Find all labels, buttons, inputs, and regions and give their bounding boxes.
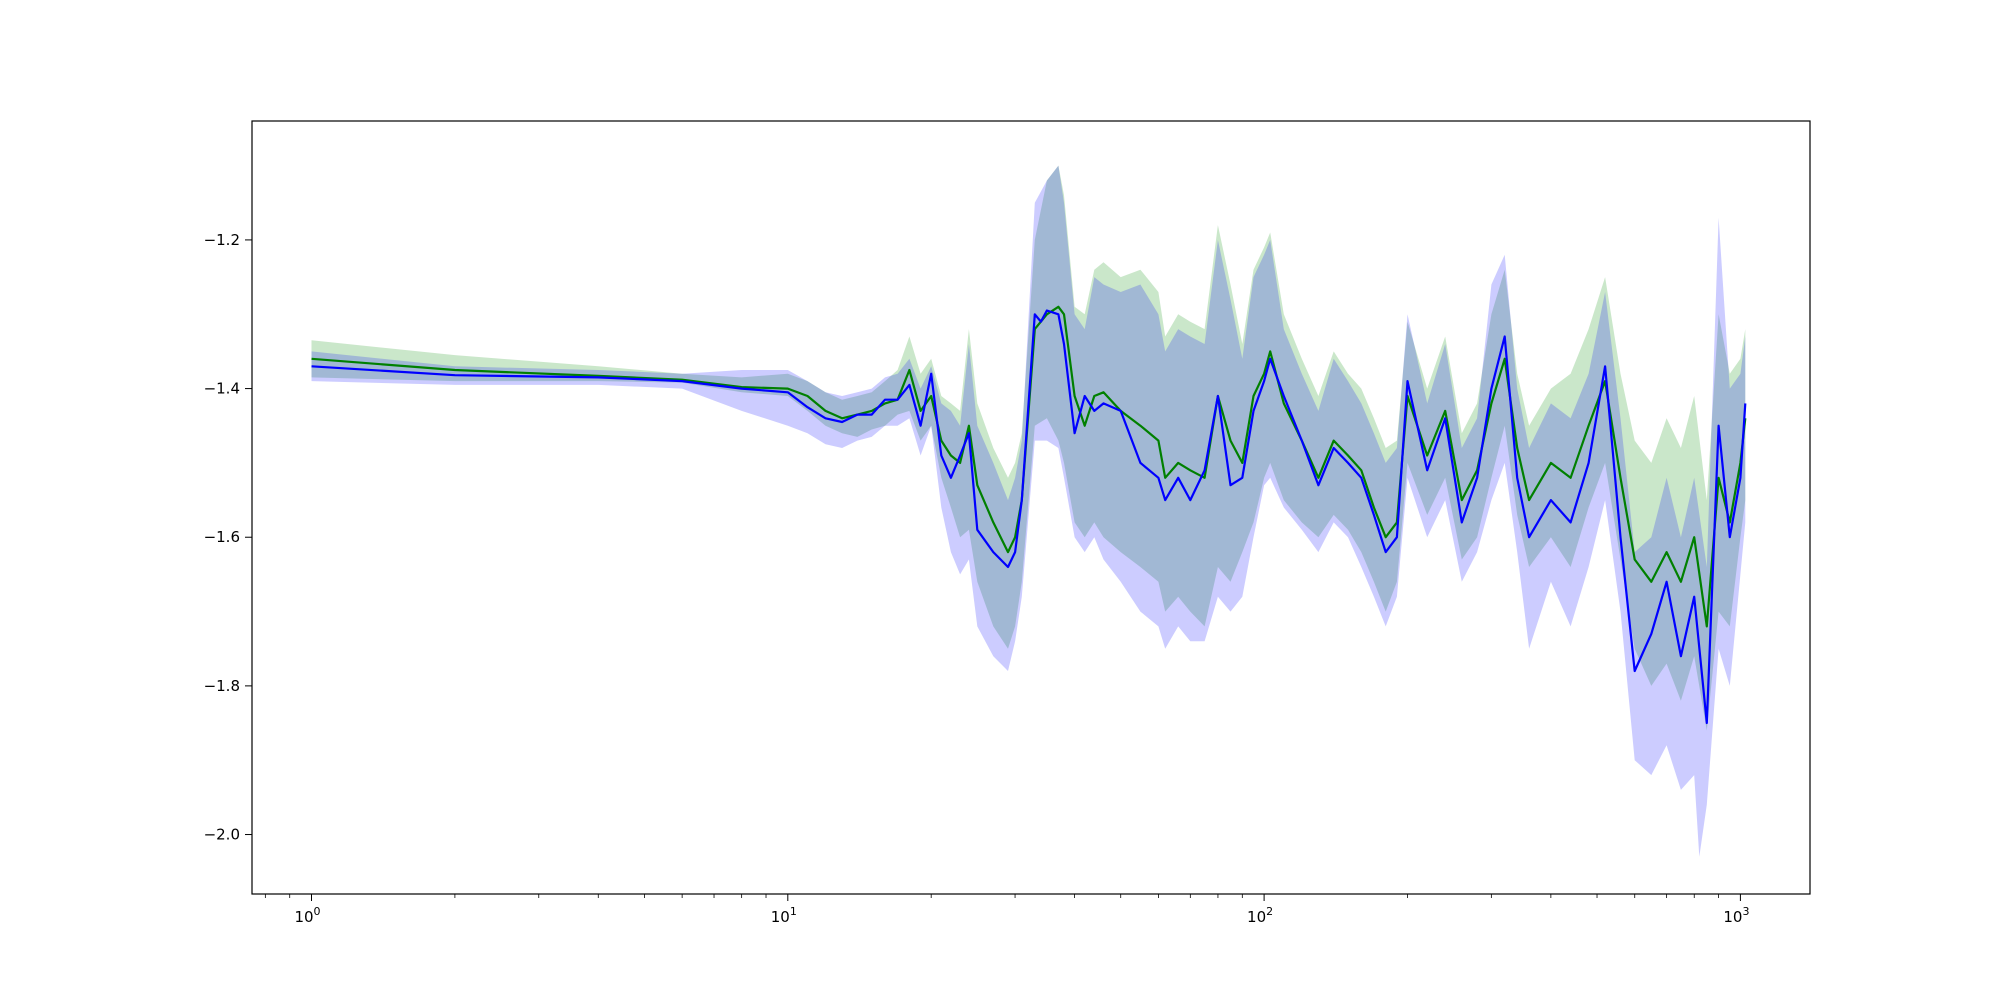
- series-lines: [311, 305, 1747, 725]
- y-tick-label: −1.4: [204, 380, 240, 398]
- series-2-line: [311, 309, 1747, 725]
- x-tick-label: 102: [1247, 905, 1273, 926]
- series-1-band: [311, 165, 1746, 731]
- series-2-band: [311, 165, 1746, 857]
- series-1-line: [311, 305, 1747, 628]
- y-tick-label: −2.0: [204, 826, 240, 844]
- y-tick-label: −1.2: [204, 231, 240, 249]
- y-tick-label: −1.6: [204, 528, 240, 546]
- x-tick-exponent: 3: [1742, 905, 1749, 918]
- confidence-bands: [311, 165, 1746, 857]
- x-tick-label: 101: [771, 905, 797, 926]
- x-tick-exponent: 1: [790, 905, 797, 918]
- x-tick-exponent: 2: [1266, 905, 1273, 918]
- x-tick-label: 100: [294, 905, 320, 926]
- y-axis: −2.0 −1.8 −1.6 −1.4 −1.2: [204, 231, 252, 844]
- x-tick-label: 103: [1723, 905, 1749, 926]
- y-tick-label: −1.8: [204, 677, 240, 695]
- x-tick-exponent: 0: [314, 905, 321, 918]
- plot-area-frame: [251, 120, 1811, 895]
- x-axis: 100 101 102 103: [264, 894, 1749, 926]
